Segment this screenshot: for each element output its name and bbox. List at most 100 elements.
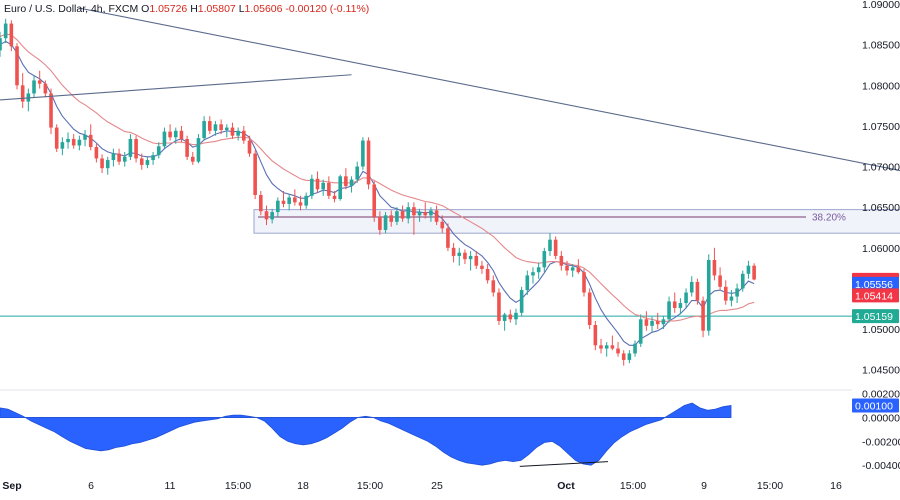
- candle-body: [207, 121, 212, 131]
- candle-body: [315, 178, 320, 190]
- candle-body: [440, 221, 445, 229]
- candle-body: [0, 38, 2, 51]
- oscillator-divergence-line[interactable]: [519, 461, 608, 467]
- trendline-2[interactable]: [0, 74, 352, 101]
- candle-body: [593, 325, 598, 346]
- time-axis-tick-label: 9: [701, 480, 707, 492]
- candle-body: [559, 255, 564, 266]
- candle-body: [281, 200, 286, 204]
- candle-body: [457, 252, 462, 256]
- candle-body: [570, 267, 575, 271]
- candle-body: [536, 267, 541, 273]
- candle-body: [117, 153, 121, 162]
- candle-body: [332, 195, 337, 200]
- candle-body: [338, 176, 342, 200]
- candle-body: [372, 184, 377, 217]
- price-axis-tick-label: 1.08500: [862, 40, 900, 52]
- price-label-text: 1.05414: [855, 290, 893, 302]
- candle-body: [633, 343, 637, 354]
- candle-body: [548, 239, 552, 252]
- candle-body: [219, 124, 223, 130]
- price-axis-tick-label: 1.04500: [862, 365, 900, 377]
- candle-body: [468, 255, 473, 260]
- time-axis-tick-label: 11: [165, 480, 176, 492]
- candle-body: [88, 134, 93, 148]
- candle-body: [134, 138, 138, 159]
- candle-body: [423, 212, 428, 216]
- candle-body: [474, 255, 479, 266]
- candle-body: [378, 216, 382, 230]
- candle-body: [519, 290, 524, 313]
- candle-body: [689, 281, 694, 293]
- candle-body: [185, 138, 189, 157]
- oscillator-axis-tick-label: -0.00200: [862, 436, 900, 448]
- candle-body: [202, 121, 206, 139]
- candle-body: [451, 247, 456, 256]
- candle-body: [298, 202, 303, 206]
- candle-body: [446, 228, 450, 248]
- oscillator-value-text: 0.00100: [855, 401, 893, 413]
- candle-body: [162, 131, 167, 147]
- time-axis-tick-label: 16: [830, 480, 842, 492]
- candle-body: [304, 195, 308, 206]
- candle-body: [644, 319, 649, 326]
- candle-body: [270, 212, 274, 220]
- candle-body: [678, 303, 683, 308]
- candle-body: [383, 215, 388, 230]
- candle-body: [627, 353, 632, 360]
- candle-body: [434, 210, 439, 222]
- candle-body: [247, 140, 252, 154]
- candle-body: [621, 353, 626, 360]
- time-axis-tick-label: 15:00: [757, 480, 783, 492]
- candle-body: [542, 251, 547, 268]
- oscillator-axis-tick-label: -0.00400: [862, 460, 900, 472]
- candle-body: [344, 176, 348, 187]
- candle-body: [655, 320, 660, 325]
- oscillator-axis-tick-label: 0.00000: [862, 412, 900, 424]
- candle-body: [740, 273, 745, 289]
- candle-body: [599, 345, 603, 349]
- candle-body: [71, 138, 76, 146]
- candle-body: [128, 138, 133, 157]
- price-axis-tick-label: 1.06000: [862, 243, 900, 255]
- candle-body: [94, 147, 99, 159]
- candle-body: [667, 301, 671, 320]
- candle-body: [684, 292, 688, 304]
- candle-body: [406, 207, 411, 219]
- candle-body: [565, 265, 569, 271]
- price-axis-tick-label-partial: 1.05000: [862, 324, 900, 336]
- high-label: H: [190, 3, 198, 15]
- candle-body: [49, 93, 53, 128]
- time-axis-tick-label: 18: [297, 480, 309, 492]
- oscillator-axis-tick-label: 0.00200: [862, 389, 900, 401]
- candle-body: [105, 160, 110, 169]
- price-axis-tick-label: 1.07000: [862, 162, 900, 174]
- candle-body: [264, 211, 269, 220]
- time-axis-tick-label: 6: [88, 480, 94, 492]
- supply-zone-rectangle: [253, 209, 900, 234]
- candle-body: [395, 211, 399, 222]
- price-axis-tick-label: 1.06500: [862, 202, 900, 214]
- price-label-text: 1.05556: [855, 279, 893, 291]
- fib-level-label: 38.20%: [812, 212, 846, 223]
- low-value: 1.05606: [244, 3, 283, 15]
- candle-body: [553, 239, 558, 256]
- price-label-box: [852, 309, 899, 324]
- candle-body: [145, 160, 150, 165]
- candle-body: [525, 275, 530, 291]
- candle-body: [576, 267, 581, 273]
- candle-body: [604, 345, 609, 349]
- candle-body: [139, 158, 144, 165]
- candle-body: [723, 286, 728, 301]
- trendline-1[interactable]: [79, 7, 900, 244]
- candle-body: [327, 182, 331, 196]
- candle-body: [276, 200, 280, 213]
- candle-body: [650, 320, 654, 326]
- high-value: 1.05807: [197, 3, 236, 15]
- time-axis-tick-label: 25: [431, 480, 443, 492]
- candle-body: [151, 155, 155, 161]
- candle-body: [389, 215, 394, 222]
- open-value: 1.05726: [149, 3, 188, 15]
